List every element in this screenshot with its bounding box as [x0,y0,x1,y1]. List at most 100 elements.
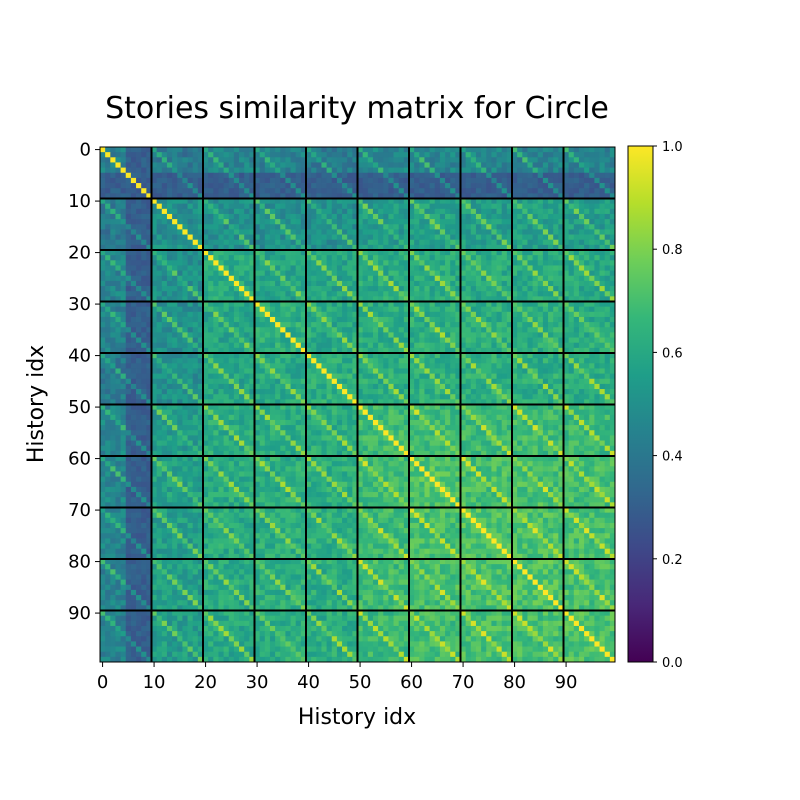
heatmap-cell [429,291,436,297]
heatmap-cell [239,275,245,282]
heatmap-cell [213,203,219,210]
heatmap-cell [280,332,286,338]
heatmap-cell [429,157,436,163]
heatmap-cell [362,255,369,261]
heatmap-cell [321,275,327,282]
heatmap-cell [130,353,137,359]
heatmap-cell [177,368,183,374]
heatmap-cell [393,219,400,225]
heatmap-cell [501,177,508,184]
heatmap-cell [383,234,389,241]
heatmap-cell [161,363,168,369]
heatmap-cell [568,296,575,302]
heatmap-cell [239,383,245,390]
heatmap-cell [568,177,575,184]
heatmap-cell [285,327,291,333]
heatmap-cell [249,280,255,287]
heatmap-cell [470,296,477,302]
heatmap-cell [496,219,503,225]
heatmap-cell [352,188,358,194]
heatmap-cell [604,378,611,385]
heatmap-cell [321,157,327,163]
heatmap-cell [115,157,121,163]
heatmap-cell [398,219,405,225]
heatmap-cell [120,147,127,153]
heatmap-cell [383,286,389,292]
heatmap-cell [465,342,472,349]
heatmap-cell [589,244,595,251]
heatmap-cell [208,255,214,261]
heatmap-cell [115,280,121,287]
heatmap-cell [136,270,142,277]
heatmap-cell [264,373,271,380]
heatmap-cell [486,219,492,225]
heatmap-cell [398,244,405,251]
heatmap-cell [172,332,178,338]
heatmap-cell [486,198,492,205]
heatmap-cell [254,394,261,400]
heatmap-cell [161,332,168,338]
heatmap-cell [105,316,111,323]
heatmap-cell [475,316,482,323]
heatmap-cell [589,389,595,395]
heatmap-cell [115,332,121,338]
heatmap-cell [517,239,523,246]
heatmap-cell [537,250,544,256]
heatmap-cell [105,198,111,205]
heatmap-cell [501,378,508,385]
heatmap-cell [460,306,467,313]
heatmap-cell [496,239,503,246]
heatmap-cell [496,172,503,179]
heatmap-cell [130,332,137,338]
heatmap-cell [517,316,523,323]
heatmap-cell [249,229,255,235]
heatmap-cell [512,229,518,235]
heatmap-cell [558,162,564,168]
heatmap-cell [239,311,245,318]
heatmap-cell [130,270,137,277]
heatmap-cell [491,224,497,230]
heatmap-cell [254,208,261,215]
heatmap-cell [352,213,358,220]
heatmap-cell [594,157,600,163]
heatmap-cell [424,244,430,251]
heatmap-cell [203,373,209,380]
heatmap-cell [470,286,477,292]
heatmap-cell [259,152,266,158]
heatmap-cell [491,275,497,282]
heatmap-cell [136,213,142,220]
heatmap-cell [326,332,333,338]
heatmap-cell [383,306,389,313]
heatmap-cell [434,167,441,174]
heatmap-cell [372,316,379,323]
heatmap-cell [295,208,302,215]
heatmap-cell [249,291,255,297]
heatmap-cell [203,337,209,344]
heatmap-cell [249,342,255,349]
heatmap-cell [398,342,405,349]
heatmap-cell [419,208,425,215]
heatmap-cell [398,394,405,400]
heatmap-cell [203,358,209,364]
heatmap-cell [311,265,317,271]
heatmap-cell [481,286,487,292]
heatmap-cell [166,347,173,354]
heatmap-cell [584,208,590,215]
heatmap-cell [244,213,250,220]
heatmap-cell [239,239,245,246]
heatmap-cell [362,208,369,215]
heatmap-cell [403,265,410,271]
heatmap-cell [161,198,168,205]
heatmap-cell [290,286,297,292]
heatmap-cell [429,213,436,220]
heatmap-cell [192,208,199,215]
heatmap-cell [578,250,585,256]
heatmap-cell [316,219,322,225]
heatmap-cell [434,229,441,235]
heatmap-cell [475,193,482,199]
heatmap-cell [414,358,420,364]
heatmap-cell [517,399,523,405]
heatmap-cell [388,219,394,225]
heatmap-cell [311,394,317,400]
heatmap-cell [192,368,199,374]
